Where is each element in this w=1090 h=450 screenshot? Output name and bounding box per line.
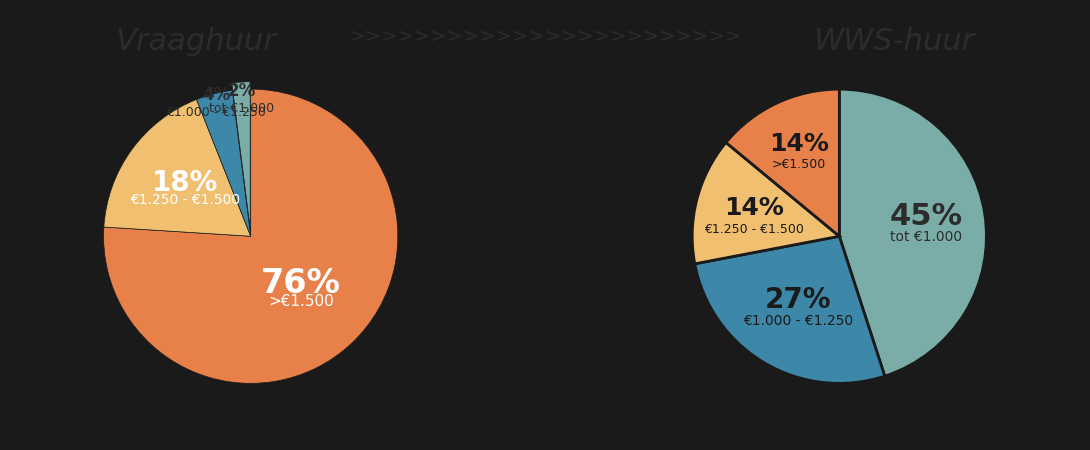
Wedge shape — [232, 82, 251, 229]
Wedge shape — [104, 99, 251, 236]
Text: €1.250 - €1.500: €1.250 - €1.500 — [130, 194, 240, 207]
Wedge shape — [692, 143, 839, 264]
Text: WWS-huur: WWS-huur — [813, 27, 974, 56]
Text: 14%: 14% — [724, 196, 784, 220]
Text: 76%: 76% — [262, 267, 341, 301]
Text: 18%: 18% — [152, 169, 218, 197]
Text: €1.000 - €1.250: €1.000 - €1.250 — [166, 106, 266, 119]
Wedge shape — [104, 89, 398, 383]
Text: 45%: 45% — [889, 202, 964, 231]
Text: tot €1.000: tot €1.000 — [891, 230, 962, 244]
Text: 4%: 4% — [202, 86, 230, 104]
Text: >€1.500: >€1.500 — [772, 158, 826, 171]
Wedge shape — [726, 89, 839, 236]
Text: 27%: 27% — [765, 286, 832, 314]
Text: 14%: 14% — [768, 132, 828, 156]
Text: >€1.500: >€1.500 — [268, 294, 334, 309]
Text: €1.000 - €1.250: €1.000 - €1.250 — [743, 314, 853, 328]
Text: tot €1.000: tot €1.000 — [209, 102, 275, 115]
Text: Vraaghuur: Vraaghuur — [116, 27, 277, 56]
Text: €1.250 - €1.500: €1.250 - €1.500 — [704, 222, 803, 235]
Text: 2%: 2% — [228, 82, 256, 100]
Wedge shape — [839, 89, 986, 376]
Text: >>>>>>>>>>>>>>>>>>>>>>>>: >>>>>>>>>>>>>>>>>>>>>>>> — [349, 27, 741, 46]
Wedge shape — [694, 236, 885, 383]
Wedge shape — [196, 90, 251, 236]
